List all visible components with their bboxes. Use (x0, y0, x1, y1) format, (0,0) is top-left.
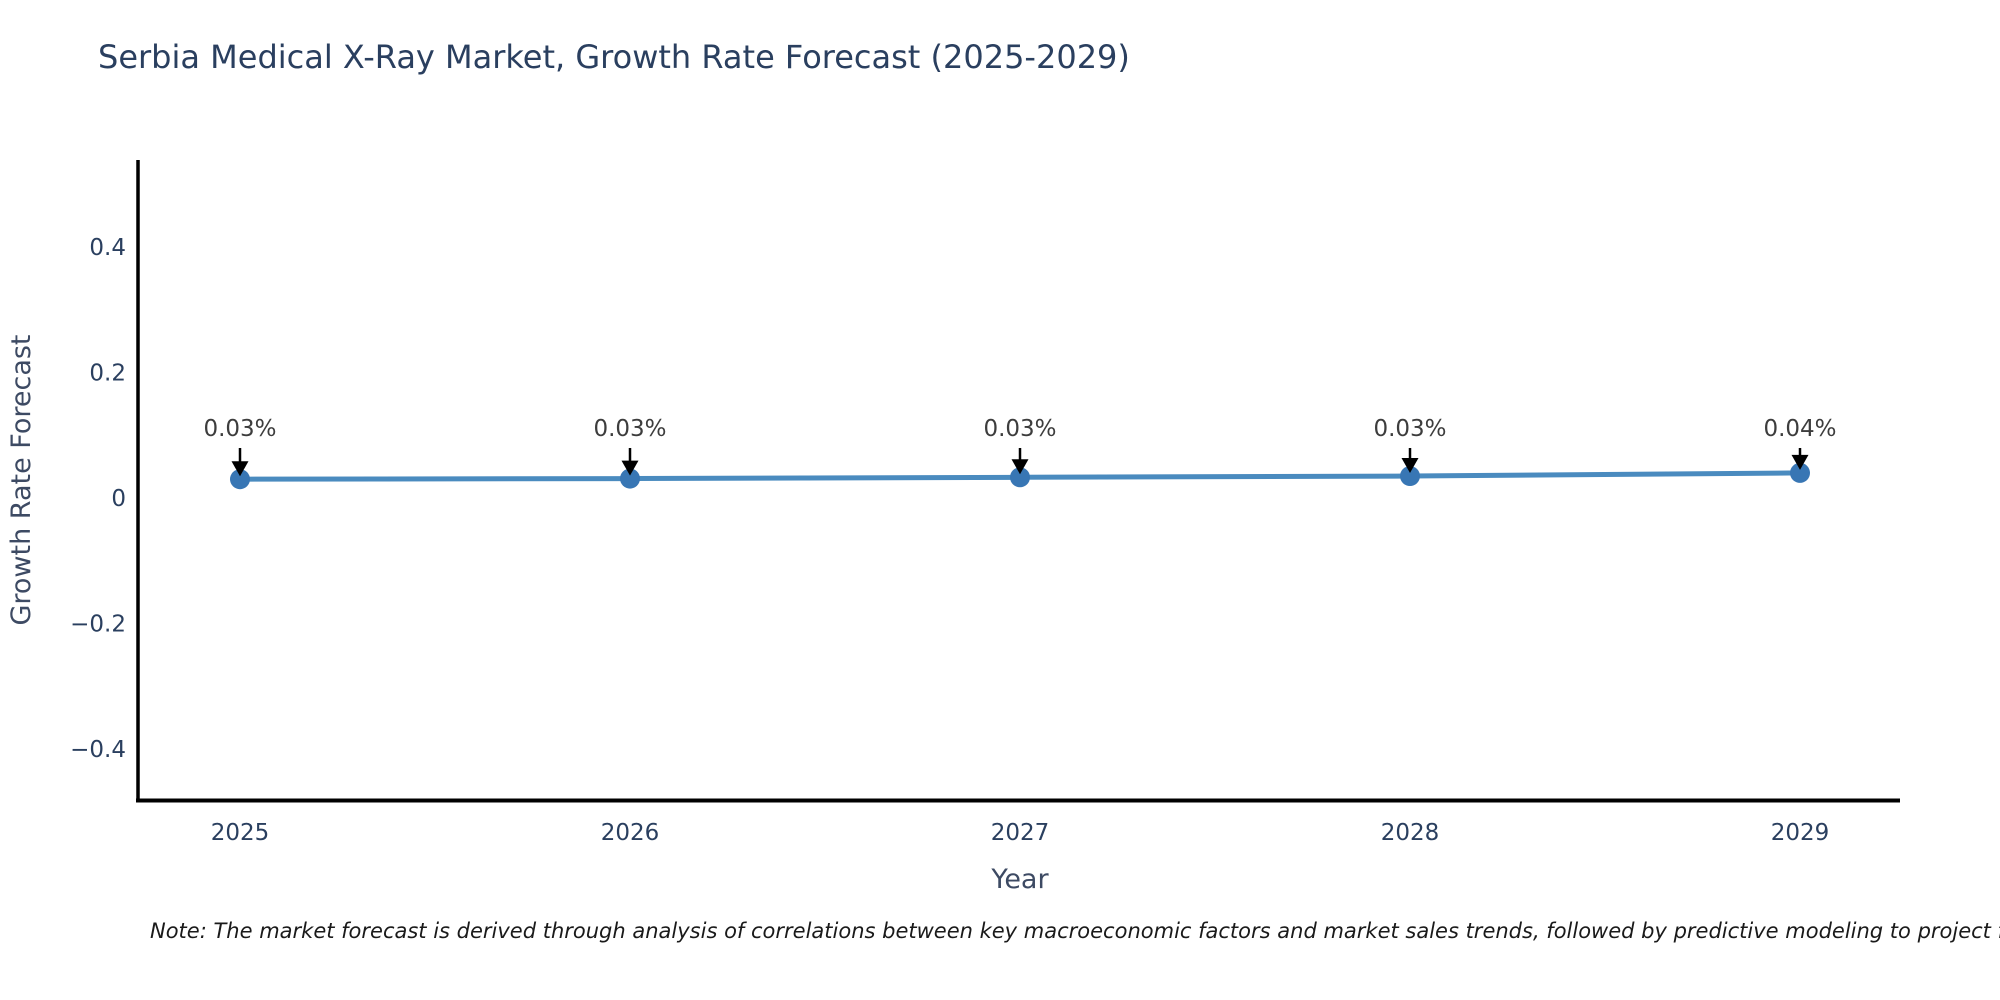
point-label-2026: 0.03% (593, 416, 666, 442)
x-axis-title: Year (990, 864, 1049, 895)
y-tick-label-−0.2: −0.2 (70, 611, 126, 637)
point-label-2029: 0.04% (1763, 416, 1836, 442)
down-arrowhead-icon (1011, 459, 1029, 475)
data-point-2025 (230, 469, 250, 490)
y-tick-label-−0.4: −0.4 (70, 737, 126, 763)
data-point-2026 (620, 468, 640, 489)
footnote: Note: The market forecast is derived thr… (150, 919, 2000, 943)
data-point-2028 (1400, 466, 1420, 487)
x-tick-label-2029: 2029 (1771, 820, 1830, 846)
data-point-2029 (1790, 462, 1810, 483)
point-label-2025: 0.03% (203, 416, 276, 442)
x-axis-ticks: 2025 2026 2027 2028 2029 (211, 820, 1830, 846)
x-tick-label-2025: 2025 (211, 820, 270, 846)
forecast-line-series (230, 462, 1810, 490)
down-arrowhead-icon (1401, 458, 1419, 474)
down-arrowhead-icon (1791, 454, 1809, 470)
y-axis-title: Growth Rate Forecast (6, 334, 37, 625)
y-tick-label-0.2: 0.2 (89, 361, 126, 387)
x-tick-label-2028: 2028 (1381, 820, 1440, 846)
point-label-2028: 0.03% (1373, 416, 1446, 442)
point-label-2027: 0.03% (983, 416, 1056, 442)
x-tick-label-2027: 2027 (991, 820, 1050, 846)
down-arrowhead-icon (231, 461, 249, 477)
chart-title: Serbia Medical X-Ray Market, Growth Rate… (98, 38, 1130, 76)
data-point-2027 (1010, 467, 1030, 488)
y-tick-label-0: 0 (111, 486, 126, 512)
y-axis-ticks: 0.4 0.2 0 −0.2 −0.4 (70, 235, 126, 763)
down-arrowhead-icon (621, 460, 639, 476)
point-annotations: 0.03% 0.03% 0.03% 0.03% 0.04% (203, 416, 1837, 477)
y-tick-label-0.4: 0.4 (89, 235, 126, 261)
x-tick-label-2026: 2026 (601, 820, 660, 846)
